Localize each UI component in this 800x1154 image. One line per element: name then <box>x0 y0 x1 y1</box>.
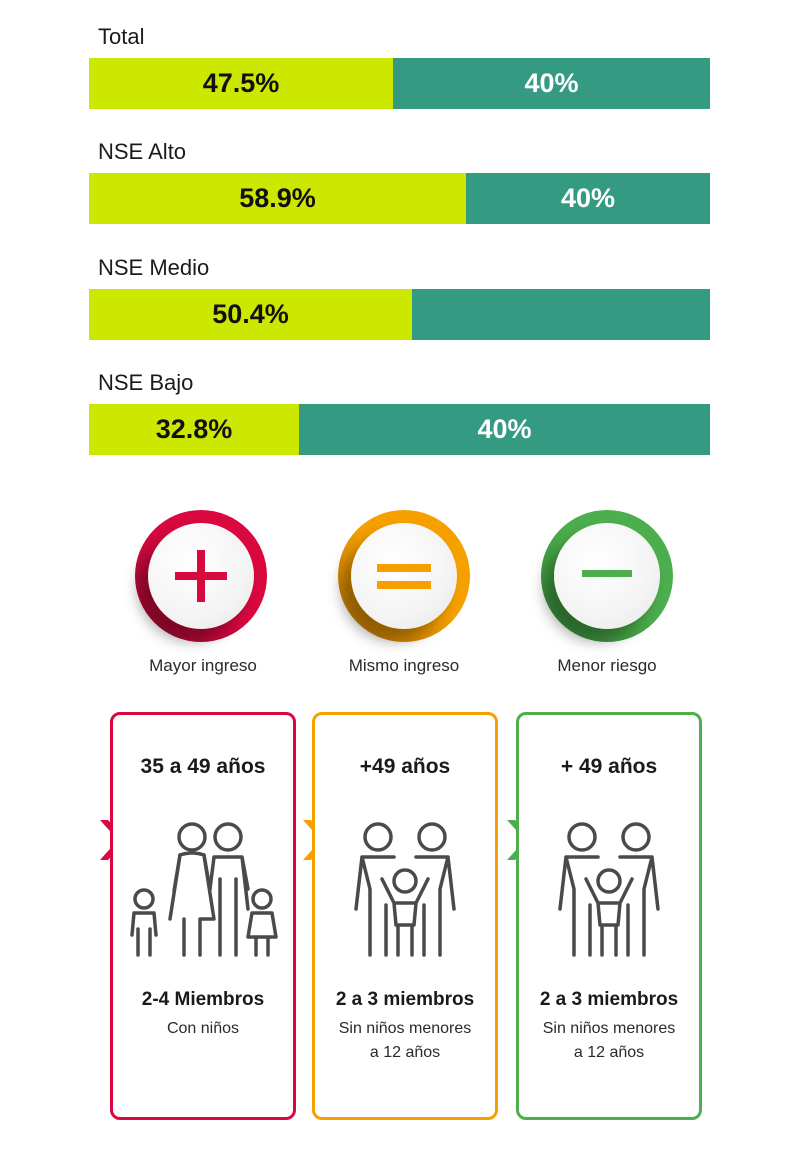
circle-face <box>554 523 660 629</box>
card-35-49: 35 a 49 años 2-4 Miembros Con niños <box>110 712 296 1120</box>
circle-badge-mayor-ingreso <box>135 510 275 650</box>
card-description-line: a 12 años <box>369 1044 441 1061</box>
card-age: + 49 años <box>560 755 658 778</box>
circle-badge-mismo-ingreso <box>338 510 478 650</box>
bar-nse-alto: 58.9% 40% <box>89 173 710 224</box>
data-label: 40% <box>477 414 532 444</box>
circle-caption: Menor riesgo <box>557 656 657 675</box>
bar-segment-secondary: 40% <box>393 58 710 109</box>
data-label: 47.5% <box>202 68 280 98</box>
card-plus-49: + 49 años 2 a 3 miembros Sin niños menor… <box>516 712 702 1120</box>
bar-segment-secondary <box>412 289 710 340</box>
bar-segment-secondary: 40% <box>299 404 710 455</box>
category-label: NSE Medio <box>98 255 210 280</box>
family-with-children-icon <box>130 822 278 957</box>
data-label: 32.8% <box>155 414 233 444</box>
card-description-line: Sin niños menores <box>338 1020 472 1037</box>
data-label: 50.4% <box>212 299 289 329</box>
data-label: 40% <box>524 68 579 98</box>
bar-segment-primary: 50.4% <box>89 289 412 340</box>
card-description-line: Con niños <box>166 1020 240 1037</box>
bar-total: 47.5% 40% <box>89 58 710 109</box>
card-description: Sin niños menores a 12 años <box>325 1017 485 1065</box>
data-label: 40% <box>560 183 616 213</box>
bar-segment-primary: 58.9% <box>89 173 466 224</box>
card-description: Con niños <box>123 1017 283 1041</box>
card-description-line: a 12 años <box>573 1044 645 1061</box>
category-label: NSE Alto <box>98 139 187 164</box>
circle-face <box>148 523 254 629</box>
plus-icon <box>175 550 227 602</box>
card-members: 2 a 3 miembros <box>539 989 679 1010</box>
circle-caption: Mismo ingreso <box>348 656 460 675</box>
equals-icon <box>377 564 431 589</box>
card-members: 2-4 Miembros <box>141 989 265 1010</box>
card-description-line: Sin niños menores <box>542 1020 676 1037</box>
category-label: Total <box>98 24 145 49</box>
card-description: Sin niños menores a 12 años <box>529 1017 689 1065</box>
bar-segment-secondary: 40% <box>466 173 710 224</box>
minus-icon <box>582 570 632 577</box>
family-couple-child-icon <box>354 822 456 957</box>
data-label: 58.9% <box>239 183 316 213</box>
card-age: 35 a 49 años <box>140 755 266 778</box>
bar-nse-medio: 50.4% <box>89 289 710 340</box>
circle-badge-menor-riesgo <box>541 510 681 650</box>
card-age: +49 años <box>359 755 451 778</box>
bar-nse-bajo: 32.8% 40% <box>89 404 710 455</box>
bar-segment-primary: 47.5% <box>89 58 393 109</box>
card-members: 2 a 3 miembros <box>335 989 475 1010</box>
card-49-plus: +49 años 2 a 3 miembros Sin niños menore… <box>312 712 498 1120</box>
category-label: NSE Bajo <box>98 370 194 395</box>
family-couple-child-icon <box>558 822 660 957</box>
circle-caption: Mayor ingreso <box>149 656 257 675</box>
bar-segment-primary: 32.8% <box>89 404 299 455</box>
circle-face <box>351 523 457 629</box>
